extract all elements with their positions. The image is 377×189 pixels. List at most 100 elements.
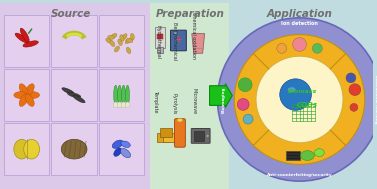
Bar	[194, 131, 204, 141]
Text: Ion detection: Ion detection	[281, 21, 318, 26]
Circle shape	[349, 84, 361, 96]
Ellipse shape	[110, 40, 115, 46]
Ellipse shape	[20, 28, 29, 42]
Ellipse shape	[14, 139, 30, 159]
Text: Preparation: Preparation	[155, 9, 224, 19]
Circle shape	[277, 43, 287, 53]
Circle shape	[243, 114, 253, 124]
Ellipse shape	[130, 33, 134, 40]
Bar	[51, 123, 97, 175]
Text: Anti-counterfeiting/security: Anti-counterfeiting/security	[267, 173, 333, 177]
Ellipse shape	[23, 41, 38, 47]
Ellipse shape	[61, 139, 87, 159]
Bar	[157, 34, 163, 39]
Ellipse shape	[106, 38, 112, 43]
Bar	[24, 3, 28, 189]
Bar	[55, 3, 59, 189]
Bar	[157, 133, 169, 142]
Circle shape	[350, 103, 358, 111]
Polygon shape	[192, 34, 205, 53]
Bar	[99, 69, 144, 121]
Ellipse shape	[300, 151, 314, 160]
Bar	[99, 15, 144, 67]
Text: Application: Application	[267, 9, 333, 19]
Bar	[28, 3, 32, 189]
Text: +: +	[174, 36, 182, 46]
Bar	[35, 3, 40, 189]
Text: Chemical oxidation: Chemical oxidation	[191, 12, 196, 59]
Ellipse shape	[121, 141, 130, 147]
Ellipse shape	[118, 85, 122, 105]
Ellipse shape	[112, 140, 123, 148]
Text: Microwave: Microwave	[191, 88, 196, 114]
Ellipse shape	[14, 92, 28, 98]
Ellipse shape	[120, 35, 124, 41]
Ellipse shape	[113, 102, 118, 108]
Circle shape	[293, 38, 307, 51]
Ellipse shape	[67, 92, 81, 98]
Ellipse shape	[19, 84, 28, 96]
Ellipse shape	[126, 38, 133, 43]
Bar	[150, 3, 229, 189]
Bar	[157, 47, 163, 53]
Bar	[155, 27, 165, 48]
Ellipse shape	[126, 85, 129, 105]
Circle shape	[280, 79, 311, 110]
Ellipse shape	[15, 33, 28, 43]
Bar	[4, 3, 8, 189]
Bar	[48, 3, 51, 189]
Ellipse shape	[117, 102, 122, 108]
Bar	[0, 3, 150, 189]
Bar	[12, 3, 16, 189]
Bar	[16, 3, 20, 189]
Ellipse shape	[114, 85, 118, 105]
Ellipse shape	[62, 88, 75, 94]
Text: Educational learning: Educational learning	[374, 75, 377, 124]
Ellipse shape	[24, 139, 40, 159]
Ellipse shape	[114, 46, 120, 52]
Ellipse shape	[121, 102, 126, 108]
Circle shape	[238, 78, 252, 92]
Text: Pyrolysis: Pyrolysis	[172, 93, 176, 114]
Circle shape	[218, 18, 377, 181]
Bar	[43, 3, 48, 189]
Bar	[4, 15, 49, 67]
FancyBboxPatch shape	[170, 30, 186, 51]
Text: CQDs: CQDs	[297, 102, 318, 108]
Text: Bioimaging: Bioimaging	[221, 86, 225, 113]
Text: Hydrothermal: Hydrothermal	[156, 25, 161, 59]
Circle shape	[234, 35, 365, 164]
Bar	[0, 3, 4, 189]
Ellipse shape	[114, 148, 121, 156]
Ellipse shape	[177, 118, 183, 122]
Circle shape	[237, 98, 249, 110]
Bar	[59, 3, 63, 189]
Bar	[4, 69, 49, 121]
Ellipse shape	[25, 94, 34, 106]
Circle shape	[313, 43, 322, 53]
Bar	[173, 31, 177, 34]
Ellipse shape	[73, 95, 85, 103]
Ellipse shape	[19, 94, 28, 106]
Bar	[51, 69, 97, 121]
Ellipse shape	[126, 47, 131, 54]
Bar	[63, 3, 67, 189]
Bar	[4, 123, 49, 175]
Bar	[32, 3, 35, 189]
Ellipse shape	[107, 35, 115, 39]
Ellipse shape	[118, 39, 122, 46]
Ellipse shape	[206, 134, 209, 137]
Ellipse shape	[125, 102, 130, 108]
Text: Template: Template	[153, 90, 158, 112]
Circle shape	[346, 73, 356, 83]
FancyBboxPatch shape	[191, 129, 210, 143]
Bar	[71, 3, 75, 189]
FancyArrow shape	[210, 84, 232, 107]
Bar	[286, 151, 299, 160]
Circle shape	[256, 56, 343, 143]
Ellipse shape	[122, 34, 127, 40]
Bar	[20, 3, 24, 189]
Text: Biomass: Biomass	[288, 89, 317, 94]
Ellipse shape	[26, 92, 40, 98]
Bar	[160, 128, 172, 137]
